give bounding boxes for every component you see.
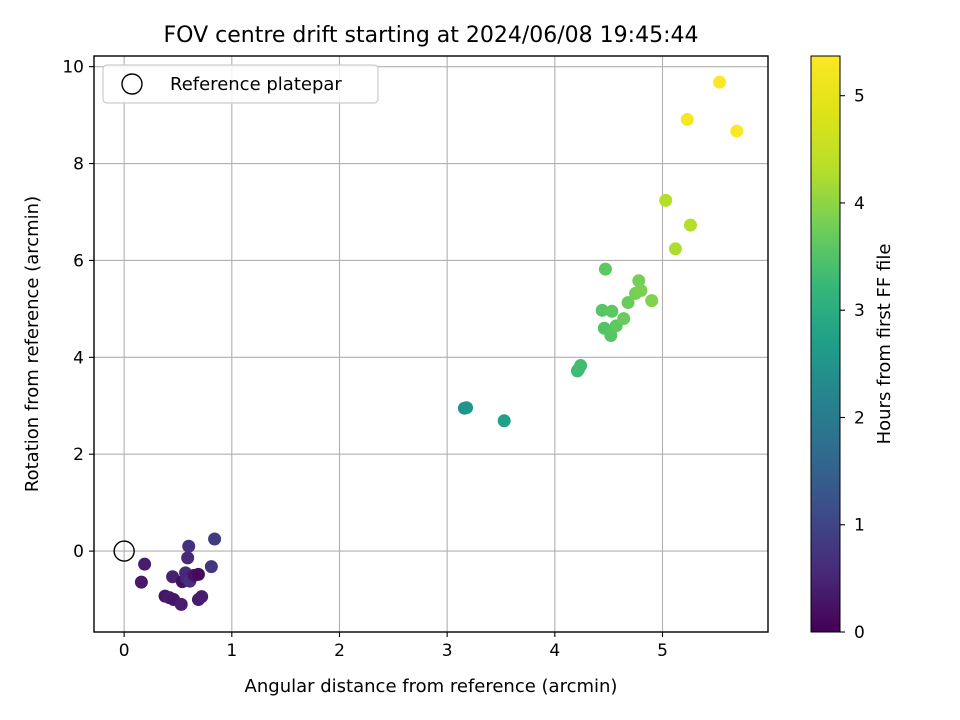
colorbar-tick-label: 2 <box>854 408 865 428</box>
data-points <box>134 75 744 611</box>
data-point <box>730 124 744 138</box>
y-tick-label: 10 <box>62 58 84 78</box>
data-point <box>138 557 152 571</box>
colorbar-ticks: 0 1 2 3 4 5 <box>840 87 865 643</box>
data-point <box>683 218 697 232</box>
data-point <box>195 590 209 604</box>
data-point <box>645 294 659 308</box>
y-tick-label: 0 <box>73 542 84 562</box>
data-point <box>208 532 222 546</box>
reference-point-marker <box>113 540 135 562</box>
colorbar-tick-label: 4 <box>854 194 865 214</box>
x-tick-label: 5 <box>657 641 668 661</box>
x-tick-label: 3 <box>442 641 453 661</box>
legend-box <box>102 64 379 104</box>
data-point <box>595 303 609 317</box>
data-point <box>680 112 694 126</box>
legend-marker-icon <box>121 73 143 95</box>
data-point <box>632 274 646 288</box>
y-tick-label: 2 <box>73 445 84 465</box>
reference-marker <box>113 540 135 562</box>
plot-frame <box>93 55 769 633</box>
data-point <box>605 304 619 318</box>
legend-entry-label: Reference platepar <box>170 74 342 95</box>
y-tick-label: 8 <box>73 155 84 175</box>
data-point <box>460 401 474 415</box>
x-axis-ticks: 0 1 2 3 4 5 <box>119 632 668 661</box>
colorbar-tick-label: 3 <box>854 301 865 321</box>
data-point <box>634 283 648 297</box>
data-point <box>497 414 511 428</box>
data-point <box>713 75 727 89</box>
x-tick-label: 2 <box>334 641 345 661</box>
x-tick-label: 1 <box>226 641 237 661</box>
x-tick-label: 0 <box>119 641 130 661</box>
data-point <box>181 551 195 565</box>
colorbar-tick-label: 0 <box>854 623 865 643</box>
x-tick-label: 4 <box>549 641 560 661</box>
legend: Reference platepar <box>102 64 379 104</box>
y-tick-label: 4 <box>73 348 84 368</box>
chart-title: FOV centre drift starting at 2024/06/08 … <box>164 23 699 48</box>
colorbar-tick-label: 1 <box>854 516 865 536</box>
y-tick-label: 6 <box>73 251 84 271</box>
colorbar-gradient <box>810 55 841 633</box>
data-point <box>604 329 618 343</box>
data-point <box>134 575 148 589</box>
data-point <box>182 539 196 553</box>
y-axis-ticks: 0 2 4 6 8 10 <box>62 58 94 562</box>
data-point <box>166 570 180 584</box>
data-point <box>174 597 188 611</box>
data-point <box>668 242 682 256</box>
data-point <box>659 193 673 207</box>
x-axis-label: Angular distance from reference (arcmin) <box>245 676 618 697</box>
data-point <box>191 567 205 581</box>
data-point <box>598 262 612 276</box>
y-axis-label: Rotation from reference (arcmin) <box>22 196 43 492</box>
data-point <box>204 560 218 574</box>
data-point <box>617 312 631 326</box>
data-point <box>574 359 588 373</box>
colorbar-tick-label: 5 <box>854 87 865 107</box>
colorbar: 0 1 2 3 4 5 Hours from first FF file <box>810 55 895 643</box>
colorbar-label: Hours from first FF file <box>874 244 895 445</box>
data-point <box>621 296 635 310</box>
